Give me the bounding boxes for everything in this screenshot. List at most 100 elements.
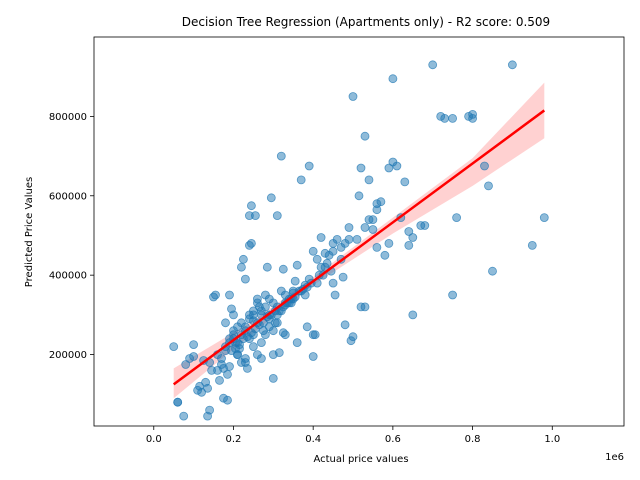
data-point	[384, 238, 394, 248]
data-point	[322, 258, 332, 268]
y-tick-label: 200000	[49, 350, 87, 361]
data-point	[264, 294, 274, 304]
data-point	[240, 274, 250, 284]
data-point	[244, 211, 254, 221]
data-point	[217, 354, 226, 363]
data-point	[272, 318, 282, 328]
data-point	[404, 240, 414, 250]
y-axis-ticks: 200000 400000 600000 800000	[49, 112, 94, 361]
x-axis-ticks: 0.0 0.2 0.4 0.6 0.8 1.0	[146, 426, 560, 445]
data-point	[488, 266, 497, 276]
data-point	[408, 310, 418, 320]
data-point	[372, 242, 382, 252]
y-tick-label: 600000	[49, 191, 87, 202]
data-point	[227, 346, 236, 356]
data-point	[252, 350, 262, 360]
data-point	[266, 193, 276, 203]
x-tick-label: 0.2	[226, 434, 242, 445]
data-point	[508, 60, 517, 70]
data-point	[420, 221, 430, 230]
x-tick-label: 0.4	[305, 434, 321, 445]
data-point	[360, 223, 370, 232]
data-point	[229, 310, 238, 320]
plot-frame	[93, 36, 625, 427]
x-tick-label: 0.0	[146, 434, 162, 445]
x-axis-offset-label: 1e6	[605, 452, 624, 463]
data-point	[236, 262, 246, 272]
data-point	[448, 290, 458, 300]
data-point	[448, 114, 458, 123]
data-point	[260, 302, 270, 312]
data-point	[330, 290, 340, 300]
data-point	[364, 175, 374, 185]
data-point	[262, 262, 272, 272]
data-point	[408, 233, 418, 242]
data-point	[539, 213, 549, 223]
data-point	[173, 397, 183, 407]
data-point	[268, 350, 278, 360]
data-point	[268, 373, 278, 383]
data-point	[276, 151, 286, 161]
x-tick-label: 1.0	[544, 434, 560, 445]
data-point	[348, 92, 358, 101]
data-point	[356, 163, 366, 173]
data-point	[308, 352, 318, 361]
y-tick-label: 400000	[49, 271, 87, 282]
data-point	[248, 306, 258, 316]
data-point	[468, 110, 478, 119]
data-point	[316, 233, 326, 242]
data-point	[344, 223, 354, 232]
data-point	[360, 302, 370, 312]
x-tick-label: 0.8	[465, 434, 481, 445]
data-point	[368, 225, 378, 234]
data-point	[384, 163, 394, 173]
data-point	[246, 201, 256, 211]
data-point	[215, 375, 224, 385]
chart-title: Decision Tree Regression (Apartments onl…	[182, 15, 550, 29]
regression-line	[172, 109, 546, 386]
data-point	[328, 246, 338, 256]
data-point	[354, 191, 364, 201]
data-point	[193, 385, 203, 395]
data-point	[302, 322, 312, 332]
data-point	[238, 254, 248, 264]
data-point	[340, 320, 350, 330]
data-point	[278, 328, 288, 338]
data-point	[338, 272, 348, 282]
data-point	[223, 395, 232, 405]
data-point	[368, 215, 378, 225]
data-point	[527, 240, 537, 250]
data-point	[392, 161, 402, 171]
data-point	[181, 360, 191, 369]
data-point	[380, 250, 390, 260]
data-point	[248, 342, 258, 352]
data-point	[296, 175, 306, 185]
data-point	[328, 238, 338, 248]
data-point	[236, 318, 246, 328]
data-point	[268, 326, 278, 336]
data-point	[223, 369, 232, 379]
data-point	[219, 363, 228, 373]
data-point	[376, 197, 386, 207]
data-point	[252, 298, 262, 308]
data-point	[242, 332, 252, 342]
data-point	[221, 318, 230, 328]
data-point	[304, 161, 314, 171]
data-point	[428, 60, 438, 70]
data-point	[203, 383, 213, 393]
data-point	[480, 161, 489, 171]
data-point	[452, 213, 462, 223]
data-point	[207, 365, 217, 375]
data-point	[312, 254, 322, 264]
data-point	[260, 330, 270, 340]
regression-line-layer	[172, 109, 546, 386]
data-point	[484, 181, 493, 191]
data-point	[388, 74, 398, 84]
x-tick-label: 0.6	[385, 434, 401, 445]
data-point	[240, 358, 250, 367]
data-point	[292, 338, 302, 348]
points-layer	[169, 60, 549, 421]
data-point	[346, 336, 356, 346]
data-point	[256, 338, 266, 348]
